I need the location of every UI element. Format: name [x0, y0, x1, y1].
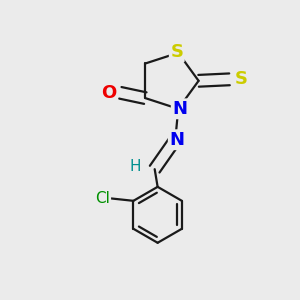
Text: S: S — [235, 70, 248, 88]
Text: Cl: Cl — [95, 191, 110, 206]
Text: S: S — [170, 43, 183, 61]
Text: N: N — [172, 100, 187, 118]
Text: H: H — [129, 159, 140, 174]
Text: N: N — [169, 131, 184, 149]
Text: O: O — [101, 84, 117, 102]
